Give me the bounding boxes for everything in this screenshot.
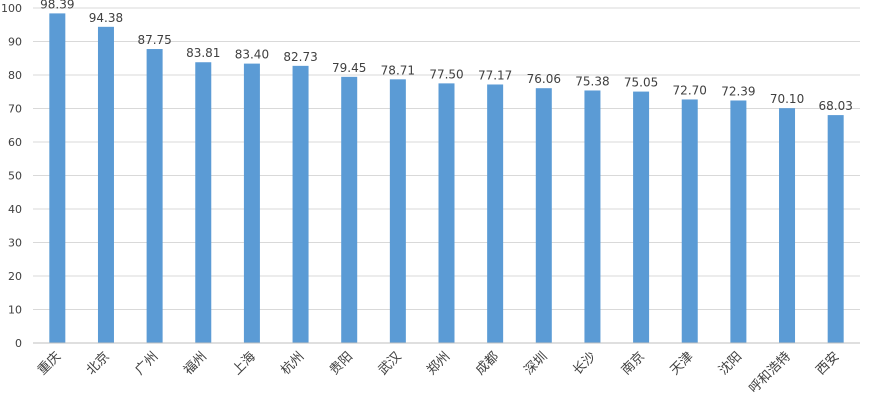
data-label: 75.38 bbox=[575, 74, 609, 88]
x-tick-label: 呼和浩特 bbox=[746, 349, 793, 396]
x-tick-label: 重庆 bbox=[34, 349, 64, 379]
bar bbox=[292, 65, 309, 344]
data-label: 72.70 bbox=[673, 83, 707, 97]
y-axis-ticks: 0 10 20 30 40 50 60 70 80 90 100 bbox=[1, 2, 22, 350]
y-tick-label: 100 bbox=[1, 2, 22, 15]
bar bbox=[341, 76, 358, 343]
data-label: 87.75 bbox=[137, 33, 171, 47]
data-label: 83.81 bbox=[186, 46, 220, 60]
data-label: 76.06 bbox=[527, 72, 561, 86]
bar bbox=[584, 90, 601, 344]
bar bbox=[97, 26, 114, 344]
x-tick-label: 广州 bbox=[132, 349, 161, 378]
x-tick-label: 长沙 bbox=[570, 349, 599, 378]
x-tick-label: 贵阳 bbox=[327, 349, 356, 378]
bar bbox=[827, 115, 844, 343]
x-axis-ticks: 重庆 北京 广州 福州 上海 杭州 贵阳 武汉 郑州 成都 深圳 长沙 南京 天津 沈阳 呼和浩特 西安 bbox=[34, 349, 842, 397]
data-label: 78.71 bbox=[381, 63, 415, 77]
data-label: 68.03 bbox=[818, 99, 852, 113]
bar bbox=[730, 100, 747, 343]
y-tick-label: 60 bbox=[8, 136, 22, 149]
y-tick-label: 40 bbox=[8, 203, 22, 216]
y-tick-label: 90 bbox=[8, 36, 22, 49]
bar bbox=[681, 99, 698, 343]
data-label: 98.39 bbox=[40, 0, 74, 11]
bar bbox=[389, 79, 406, 343]
bar bbox=[779, 108, 796, 343]
x-tick-label: 沈阳 bbox=[716, 349, 745, 378]
data-label: 70.10 bbox=[770, 92, 804, 106]
y-tick-label: 10 bbox=[8, 304, 22, 317]
bar bbox=[146, 49, 163, 343]
x-tick-label: 北京 bbox=[84, 349, 113, 378]
x-tick-label: 郑州 bbox=[424, 349, 453, 378]
y-tick-label: 70 bbox=[8, 103, 22, 116]
bars bbox=[49, 13, 844, 344]
y-tick-label: 20 bbox=[8, 270, 22, 283]
data-label: 94.38 bbox=[89, 11, 123, 25]
data-label: 79.45 bbox=[332, 61, 366, 75]
x-tick-label: 武汉 bbox=[376, 349, 405, 378]
y-tick-label: 80 bbox=[8, 69, 22, 82]
bar bbox=[633, 91, 650, 344]
x-tick-label: 福州 bbox=[181, 349, 210, 378]
data-labels: 98.39 94.38 87.75 83.81 83.40 82.73 79.45 78.71… bbox=[40, 0, 853, 113]
x-tick-label: 西安 bbox=[814, 349, 843, 378]
bar bbox=[49, 13, 66, 344]
y-tick-label: 0 bbox=[15, 337, 22, 350]
bar bbox=[195, 62, 212, 343]
data-label: 75.05 bbox=[624, 76, 658, 90]
y-tick-label: 50 bbox=[8, 170, 22, 183]
bar bbox=[438, 83, 455, 343]
data-label: 72.39 bbox=[721, 84, 755, 98]
data-label: 82.73 bbox=[283, 50, 317, 64]
data-label: 77.50 bbox=[429, 67, 463, 81]
x-tick-label: 南京 bbox=[618, 349, 648, 379]
x-tick-label: 杭州 bbox=[278, 349, 307, 378]
y-tick-label: 30 bbox=[8, 237, 22, 250]
x-tick-label: 天津 bbox=[668, 349, 697, 378]
x-tick-label: 深圳 bbox=[522, 349, 551, 378]
data-label: 77.17 bbox=[478, 68, 512, 82]
x-tick-label: 成都 bbox=[473, 349, 502, 378]
data-label: 83.40 bbox=[235, 48, 269, 62]
bar bbox=[243, 63, 260, 344]
x-tick-label: 上海 bbox=[230, 349, 259, 378]
bar bbox=[535, 88, 552, 343]
bar bbox=[487, 84, 504, 343]
